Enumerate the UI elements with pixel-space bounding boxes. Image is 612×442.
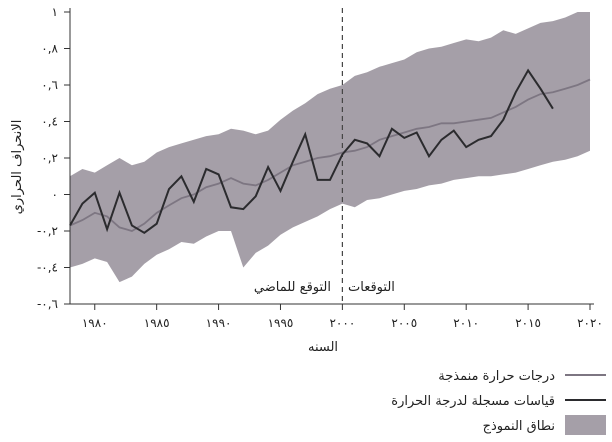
legend-band-swatch [565, 415, 606, 435]
legend-observed-label: قياسات مسجلة لدرجة الحرارة [391, 394, 555, 409]
y-tick-label: -٠,٤ [37, 261, 58, 275]
modeled-temperature-line [69, 78, 591, 232]
x-tick-label: ٢٠٢٠ [577, 316, 603, 330]
labels-layer: الانحراف الحراري السنه التوقع للماضي الت… [10, 120, 395, 355]
x-tick-label: ٢٠٠٠ [329, 316, 355, 330]
x-axis-title: السنه [308, 340, 338, 355]
x-tick-label: ١٩٨٠ [82, 316, 108, 330]
legend: درجات حرارة منمذجة قياسات مسجلة لدرجة ال… [391, 369, 606, 435]
y-tick-label: -٠,٢ [37, 224, 58, 238]
forecast-label: التوقعات [348, 280, 395, 295]
y-tick-label: ٠,٨ [41, 42, 58, 56]
legend-band-label: نطاق النموذج [483, 419, 555, 434]
model-range-band-layer [70, 12, 590, 283]
x-tick-label: ١٩٨٥ [144, 316, 170, 330]
axes-layer: -٠,٦ -٠,٤ -٠,٢ ٠ ٠,٢ ٠,٤ ٠,٦ ٠,٨ ١ ١٩٨٠ ١٩٨٥ ١٩٩٠ ١٩… [37, 5, 603, 330]
y-tick-label: ٠,٢ [41, 151, 58, 165]
legend-modeled-label: درجات حرارة منمذجة [438, 369, 555, 384]
y-tick-label: -٠,٦ [37, 297, 58, 311]
past-forecast-label: التوقع للماضي [254, 280, 331, 295]
series-layer [69, 68, 591, 234]
x-tick-label: ٢٠١٥ [515, 316, 541, 330]
x-tick-label: ١٩٩٠ [206, 316, 232, 330]
y-tick-label: ٠ [52, 188, 58, 202]
x-tick-label: ١٩٩٥ [268, 316, 294, 330]
y-tick-label: ٠,٦ [41, 78, 58, 92]
y-tick-label: ٠,٤ [41, 115, 58, 129]
x-tick-label: ٢٠٠٥ [391, 316, 417, 330]
x-tick-label: ٢٠١٠ [453, 316, 479, 330]
y-tick-label: ١ [52, 5, 58, 19]
model-range-band [70, 12, 590, 283]
y-axis-title: الانحراف الحراري [10, 120, 25, 215]
observed-temperature-line [69, 68, 554, 234]
